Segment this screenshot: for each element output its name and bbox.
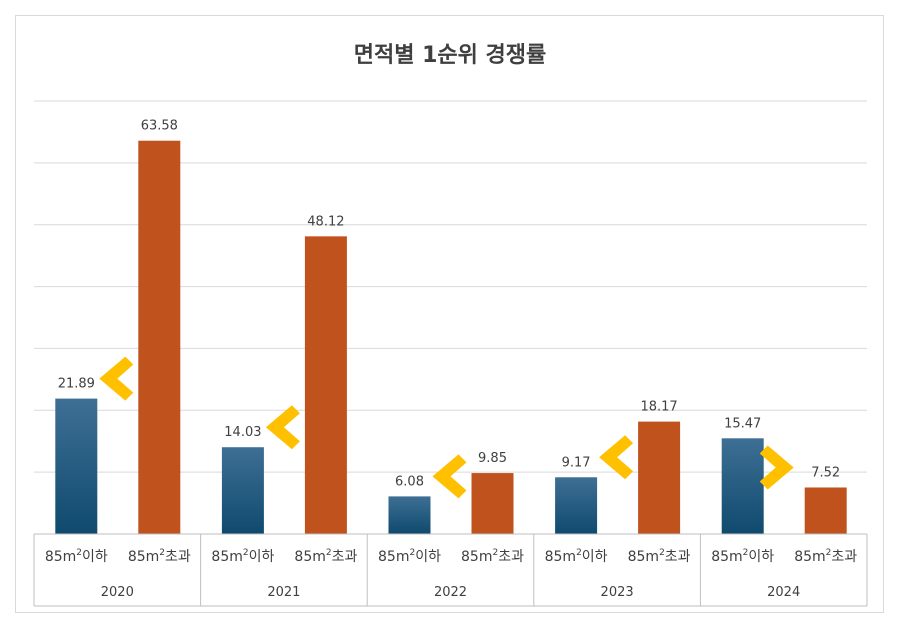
bar bbox=[638, 421, 681, 534]
comparison-symbols bbox=[99, 356, 794, 499]
bar-chart: 면적별 1순위 경쟁률 21.89 63.58 14.03 48.12 6.08 9.85… bbox=[33, 43, 868, 607]
data-label: 6.08 bbox=[395, 474, 424, 489]
category-tick-label: 85m2초과 bbox=[461, 548, 524, 565]
data-label: 9.85 bbox=[478, 451, 507, 466]
category-tick-label: 85m2초과 bbox=[794, 548, 857, 565]
bar bbox=[55, 398, 98, 534]
group-tick-label: 2023 bbox=[601, 585, 634, 600]
bar bbox=[555, 477, 598, 534]
category-tick-label: 85m2이하 bbox=[211, 548, 274, 565]
group-tick-label: 2021 bbox=[267, 585, 300, 600]
group-tick-label: 2020 bbox=[101, 585, 134, 600]
data-label: 14.03 bbox=[224, 425, 261, 440]
category-tick-label: 85m2초과 bbox=[628, 548, 691, 565]
category-tick-label: 85m2이하 bbox=[711, 548, 774, 565]
data-label: 18.17 bbox=[640, 400, 677, 415]
bar bbox=[388, 496, 431, 534]
bar bbox=[221, 447, 264, 534]
chart-title: 면적별 1순위 경쟁률 bbox=[354, 43, 547, 68]
data-label: 48.12 bbox=[307, 214, 344, 229]
bar bbox=[138, 140, 181, 534]
data-label: 21.89 bbox=[58, 377, 95, 392]
bar bbox=[304, 236, 347, 534]
data-label: 15.47 bbox=[724, 416, 761, 431]
data-label: 63.58 bbox=[141, 119, 178, 134]
bar bbox=[721, 438, 764, 534]
group-tick-label: 2024 bbox=[767, 585, 800, 600]
value-labels: 21.89 63.58 14.03 48.12 6.08 9.85 9.17 18.17 15.… bbox=[58, 119, 840, 490]
less-than-icon bbox=[265, 405, 300, 450]
less-than-icon bbox=[599, 435, 634, 480]
data-label: 7.52 bbox=[811, 465, 840, 480]
less-than-icon bbox=[432, 454, 467, 499]
category-tick-label: 85m2이하 bbox=[45, 548, 108, 565]
bar bbox=[804, 487, 847, 534]
category-tick-label: 85m2초과 bbox=[128, 548, 191, 565]
category-tick-label: 85m2초과 bbox=[294, 548, 357, 565]
category-tick-label: 85m2이하 bbox=[545, 548, 608, 565]
bars bbox=[55, 140, 847, 534]
less-than-icon bbox=[99, 356, 134, 401]
group-tick-label: 2022 bbox=[434, 585, 467, 600]
data-label: 9.17 bbox=[562, 455, 591, 470]
chart-container: 면적별 1순위 경쟁률 21.89 63.58 14.03 48.12 6.08 9.85… bbox=[15, 15, 884, 613]
category-tick-label: 85m2이하 bbox=[378, 548, 441, 565]
category-axis: 85m2이하 85m2초과 2020 85m2이하 85m2초과 2021 85m2이하 85… bbox=[33, 533, 868, 607]
bar bbox=[471, 473, 514, 534]
greater-than-icon bbox=[759, 445, 794, 490]
